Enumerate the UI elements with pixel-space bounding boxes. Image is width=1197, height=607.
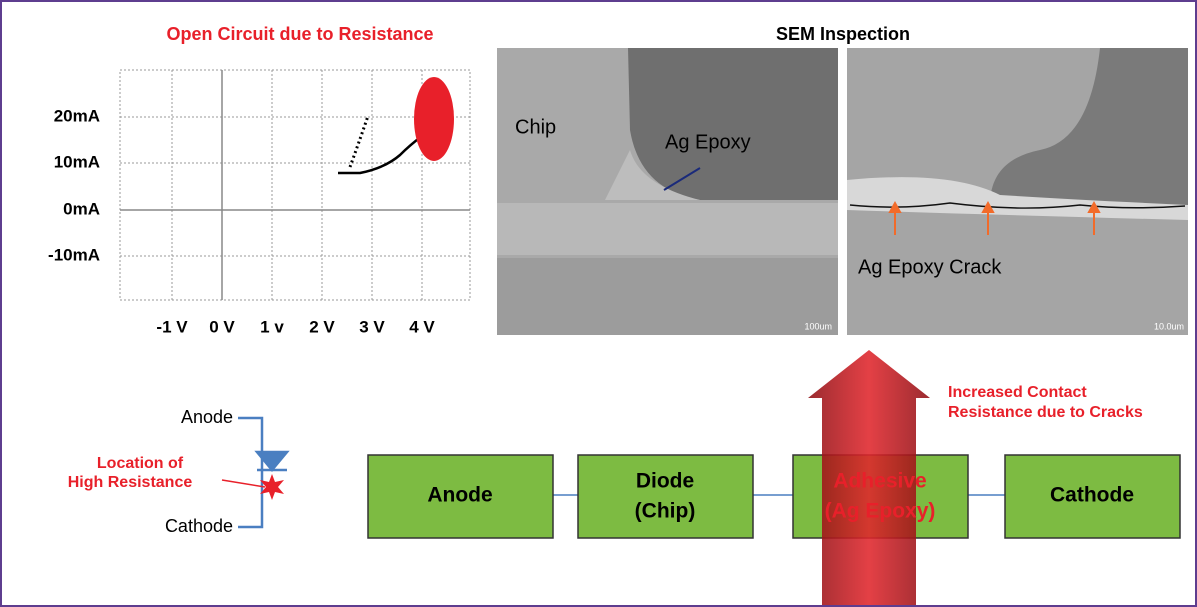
scale-bar: 100um	[804, 321, 832, 331]
block	[578, 455, 753, 538]
x-label: 2 V	[309, 317, 335, 336]
sem-label: Ag Epoxy Crack	[858, 256, 1002, 278]
note: High Resistance	[68, 474, 193, 491]
arrow-label: Increased Contact	[948, 384, 1087, 401]
block-label: Adhesive	[833, 470, 926, 493]
arrow-label: Resistance due to Cracks	[948, 404, 1143, 421]
x-label: 0 V	[209, 317, 235, 336]
y-label: 10mA	[54, 152, 100, 171]
block-label: Diode	[636, 470, 694, 493]
scale-bar: 10.0um	[1154, 321, 1184, 331]
anode-label: Anode	[181, 407, 233, 427]
plot-title: Open Circuit due to Resistance	[166, 24, 433, 44]
sem-image-left	[497, 48, 838, 335]
block-label: (Chip)	[635, 500, 696, 523]
y-label: -10mA	[48, 245, 100, 264]
x-label: -1 V	[156, 317, 188, 336]
block-label: Anode	[427, 484, 492, 507]
sem-image-right	[847, 48, 1188, 335]
x-label: 3 V	[359, 317, 385, 336]
highlight	[414, 77, 454, 161]
y-label: 0mA	[63, 199, 100, 218]
x-label: 1 v	[260, 317, 284, 336]
sem-label: Ag Epoxy	[665, 131, 751, 153]
x-label: 4 V	[409, 317, 435, 336]
sem-label: Chip	[515, 116, 556, 138]
sem-title: SEM Inspection	[776, 24, 910, 44]
slide: Open Circuit due to Resistance 20mA 10mA…	[0, 0, 1197, 607]
block-label: (Ag Epoxy)	[825, 500, 936, 523]
y-label: 20mA	[54, 106, 100, 125]
cathode-label: Cathode	[165, 516, 233, 536]
note: Location of	[97, 455, 184, 472]
block-label: Cathode	[1050, 484, 1134, 507]
